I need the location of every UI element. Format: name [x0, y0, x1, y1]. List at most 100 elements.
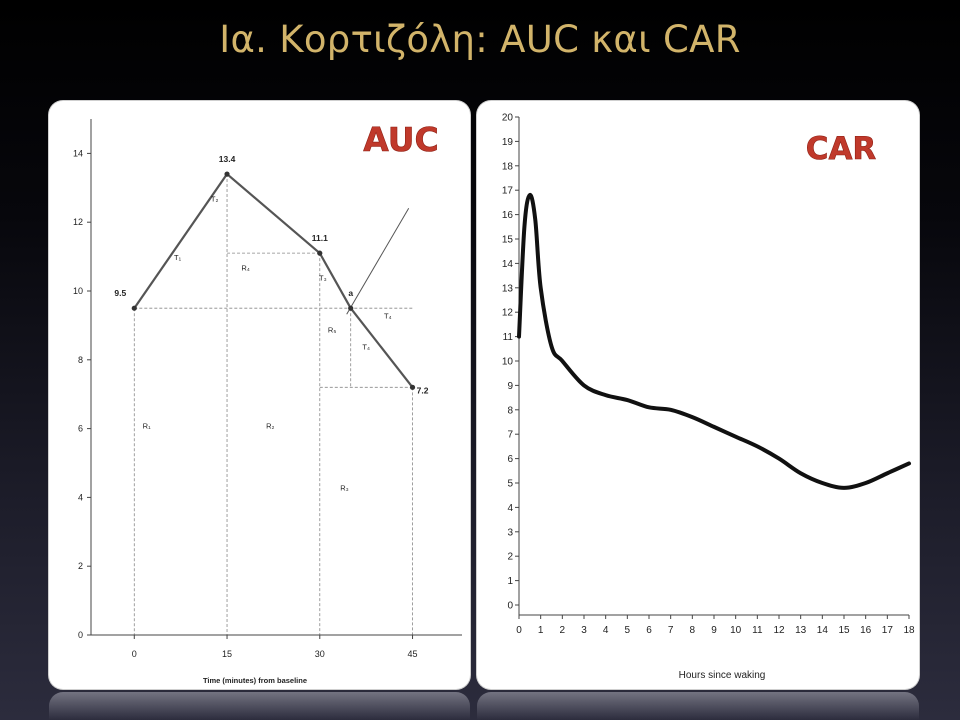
- auc-series-segment: [226, 173, 321, 254]
- auc-y-tick-label: 10: [73, 286, 83, 296]
- auc-x-tick-label: 15: [222, 649, 232, 659]
- auc-x-tick-label: 0: [132, 649, 137, 659]
- auc-data-point: [224, 171, 230, 177]
- car-x-tick-label: 0: [516, 625, 522, 636]
- auc-data-label: 13.4: [219, 154, 236, 164]
- car-x-tick-label: 17: [882, 625, 894, 636]
- auc-x-axis-label: Time (minutes) from baseline: [203, 676, 307, 685]
- car-series-line: [517, 193, 911, 490]
- auc-region-label: T₂: [211, 195, 219, 204]
- car-axes: [518, 117, 909, 616]
- auc-chart: 0 2 4 6 8 10 12 14 0 15 30 45 9.5 13.4 11.1 a 7.2 R₁ R₂…: [73, 119, 462, 685]
- auc-guide-lines: [133, 174, 413, 635]
- auc-region-label: R₃: [340, 484, 348, 493]
- auc-points: 9.5 13.4 11.1 a 7.2: [114, 154, 428, 395]
- auc-series-segment: [133, 173, 228, 309]
- auc-data-point: [409, 384, 416, 390]
- car-y-tick-label: 15: [502, 235, 514, 246]
- car-y-tick-label: 17: [502, 186, 514, 197]
- car-y-tick-label: 1: [507, 576, 513, 587]
- car-x-tick-label: 9: [711, 625, 717, 636]
- auc-region-label: T₁: [174, 253, 182, 262]
- auc-tangent-line: [346, 207, 410, 315]
- car-x-tick-label: 2: [560, 625, 566, 636]
- car-y-tick-label: 18: [502, 161, 514, 172]
- car-x-tick-label: 14: [817, 625, 829, 636]
- car-x-tick-label: 10: [730, 625, 742, 636]
- car-y-tick-label: 6: [507, 454, 513, 465]
- car-y-tick-label: 7: [507, 430, 513, 441]
- car-x-tick-label: 5: [625, 625, 631, 636]
- car-x-tick-label: 1: [538, 625, 544, 636]
- car-badge: CAR: [806, 131, 877, 167]
- car-x-tick-label: 4: [603, 625, 609, 636]
- slide-title: Ια. Κορτιζόλη: AUC και CAR: [219, 18, 741, 61]
- car-x-ticks: 0 1 2 3 4 5 6 7 8 9 10 11 12 13 14 15 16 17 18: [516, 615, 915, 636]
- auc-region-label: T₃: [319, 274, 327, 283]
- auc-panel-reflection: [49, 692, 470, 720]
- auc-y-ticks: 0 2 4 6 8 10 12 14: [73, 148, 91, 640]
- auc-x-ticks: 0 15 30 45: [132, 635, 418, 659]
- car-y-tick-label: 2: [507, 552, 513, 563]
- auc-series-segment: [349, 307, 414, 388]
- car-x-axis-label: Hours since waking: [679, 670, 766, 681]
- car-x-tick-label: 18: [903, 625, 915, 636]
- auc-y-tick-label: 4: [78, 492, 83, 502]
- auc-series-segment: [318, 252, 352, 309]
- auc-data-point: [348, 305, 354, 311]
- auc-region-label: T₄: [384, 312, 392, 321]
- car-x-tick-label: 3: [581, 625, 587, 636]
- car-y-tick-label: 0: [507, 601, 513, 612]
- car-y-tick-label: 8: [507, 405, 513, 416]
- car-series: [517, 193, 911, 490]
- auc-x-tick-label: 45: [408, 649, 418, 659]
- auc-data-label: 11.1: [312, 233, 328, 243]
- auc-y-tick-label: 6: [78, 424, 83, 434]
- car-x-tick-label: 12: [773, 625, 785, 636]
- auc-data-point: [131, 305, 137, 311]
- auc-y-tick-label: 0: [78, 630, 83, 640]
- car-x-tick-label: 16: [860, 625, 872, 636]
- car-y-tick-label: 5: [507, 479, 513, 490]
- auc-x-tick-label: 30: [315, 649, 325, 659]
- car-y-tick-label: 12: [502, 308, 514, 319]
- auc-y-tick-label: 2: [78, 561, 83, 571]
- auc-region-label: R₂: [266, 422, 274, 431]
- car-y-tick-label: 4: [507, 503, 513, 514]
- auc-region-label: T₄: [362, 342, 370, 351]
- auc-axes: [90, 119, 462, 636]
- car-y-tick-label: 11: [503, 332, 514, 343]
- auc-data-label: 7.2: [417, 385, 429, 395]
- auc-y-tick-label: 12: [73, 217, 83, 227]
- car-y-tick-label: 16: [502, 210, 514, 221]
- auc-y-tick-label: 14: [73, 148, 83, 158]
- auc-data-label: 9.5: [114, 288, 126, 298]
- auc-series: [133, 173, 414, 388]
- auc-badge: AUC: [363, 120, 439, 159]
- auc-region-label: R₅: [328, 325, 336, 334]
- auc-region-label: R₁: [143, 422, 151, 431]
- auc-chart-panel: 0 2 4 6 8 10 12 14 0 15 30 45 9.5 13.4 11.1 a 7.2 R₁ R₂…: [49, 101, 470, 689]
- auc-data-label: a: [348, 288, 353, 298]
- car-x-tick-label: 13: [795, 625, 807, 636]
- auc-region-labels: R₁ R₂ R₃ R₄ R₅ T₁ T₂ T₃ T₄ T₄: [143, 195, 392, 493]
- car-y-tick-label: 13: [502, 283, 514, 294]
- car-x-tick-label: 7: [668, 625, 674, 636]
- car-y-tick-label: 9: [507, 381, 513, 392]
- auc-data-point: [317, 250, 323, 256]
- auc-y-tick-label: 8: [78, 355, 83, 365]
- car-y-tick-label: 20: [502, 113, 514, 124]
- car-x-tick-label: 11: [752, 625, 763, 636]
- car-y-tick-label: 3: [507, 527, 513, 538]
- car-y-tick-label: 19: [502, 137, 514, 148]
- car-y-tick-label: 10: [502, 357, 514, 368]
- car-y-tick-label: 14: [502, 259, 514, 270]
- car-panel-reflection: [477, 692, 919, 720]
- car-x-tick-label: 6: [646, 625, 652, 636]
- car-x-tick-label: 8: [690, 625, 696, 636]
- auc-region-label: R₄: [241, 263, 249, 272]
- car-x-tick-label: 15: [838, 625, 850, 636]
